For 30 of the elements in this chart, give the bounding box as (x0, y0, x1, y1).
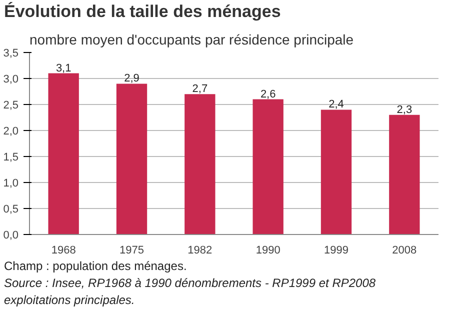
bar (389, 114, 420, 234)
y-tick-label: 1,0 (3, 178, 19, 190)
y-tick-label: 3,5 (3, 48, 19, 60)
y-tick-label: 2,5 (3, 100, 19, 112)
data-label: 2,6 (260, 88, 276, 100)
source-note: Source : Insee, RP1968 à 1990 dénombrements - RP1999 et RP2008 exploitations principales. (4, 275, 377, 310)
y-tick-label: 1,5 (3, 152, 19, 164)
data-label: 2,4 (328, 98, 344, 111)
x-tick-label: 1990 (256, 244, 280, 256)
bar (184, 94, 216, 234)
bar (48, 73, 79, 234)
y-tick-label: 0,5 (3, 204, 19, 216)
chart-title: Évolution de la taille des ménages (4, 2, 281, 21)
x-tick-label: 1982 (188, 244, 212, 256)
data-label: 3,1 (56, 62, 72, 74)
x-tick-label: 1975 (120, 244, 144, 256)
chart-subtitle: nombre moyen d'occupants par résidence principale (30, 32, 354, 48)
y-tick-label: 3,0 (3, 74, 19, 86)
data-label: 2,9 (124, 72, 140, 85)
x-tick-label: 1968 (51, 244, 76, 256)
y-tick-label: 0,0 (3, 230, 19, 242)
text: Champ : population des ménages. (4, 258, 188, 275)
data-label: 2,7 (192, 83, 208, 96)
y-tick-label: 2,0 (3, 126, 19, 138)
bar (116, 84, 148, 234)
x-tick-label: 2008 (392, 244, 417, 256)
bar (320, 110, 352, 234)
x-tick-label: 1999 (324, 244, 348, 256)
data-label: 2,3 (396, 104, 412, 116)
bar (252, 99, 284, 234)
